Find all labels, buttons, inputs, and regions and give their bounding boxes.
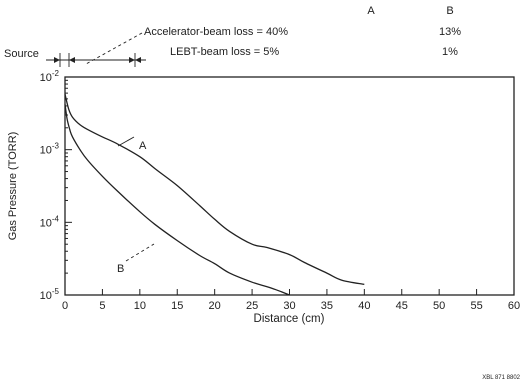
x-tick-label: 15	[171, 300, 183, 312]
y-axis-title: Gas Pressure (TORR)	[7, 132, 19, 241]
source-arrowhead-right	[69, 57, 75, 63]
series-a-leader	[117, 136, 135, 147]
x-tick-label: 30	[283, 300, 295, 312]
x-tick-label: 20	[209, 300, 221, 312]
y-tick-label: 10-2	[40, 69, 60, 84]
column-header-a: A	[367, 5, 375, 17]
y-tick-label: 10-4	[40, 214, 60, 229]
x-tick-label: 55	[470, 300, 482, 312]
x-axis-title: Distance (cm)	[254, 313, 325, 325]
lebt-arrowhead-right	[135, 57, 141, 63]
y-ticks: 10-2 10-3 10-4 10-5	[40, 69, 72, 302]
source-label: Source	[4, 48, 39, 60]
x-tick-label: 25	[246, 300, 258, 312]
x-ticks: 0 5 10 15 20 25 30 35 40 45 50 55 60	[62, 289, 520, 312]
y-tick-label: 10-3	[40, 142, 60, 157]
accelerator-leader-line	[85, 32, 143, 65]
series-a-line	[64, 94, 365, 286]
x-tick-label: 5	[99, 300, 105, 312]
series-b-leader	[125, 243, 155, 262]
figure-id: XBL 871 8802	[482, 375, 520, 381]
series-b-label: B	[117, 263, 124, 275]
x-tick-label: 0	[62, 300, 68, 312]
lebt-loss-b-value: 1%	[442, 46, 458, 58]
x-tick-label: 60	[508, 300, 520, 312]
y-tick-label: 10-5	[40, 287, 60, 302]
x-tick-label: 40	[358, 300, 370, 312]
series-b-line	[64, 104, 290, 296]
accelerator-loss-b-value: 13%	[439, 26, 461, 38]
source-arrowhead-left	[54, 57, 60, 63]
column-header-b: B	[446, 5, 453, 17]
series-a-label: A	[139, 140, 147, 152]
x-tick-label: 50	[433, 300, 445, 312]
x-tick-label: 10	[134, 300, 146, 312]
plot-frame	[64, 76, 515, 296]
x-tick-label: 35	[321, 300, 333, 312]
lebt-loss-label: LEBT-beam loss = 5%	[170, 46, 279, 58]
lebt-arrowhead-left	[129, 57, 135, 63]
accelerator-loss-label: Accelerator-beam loss = 40%	[144, 26, 288, 38]
x-tick-label: 45	[396, 300, 408, 312]
